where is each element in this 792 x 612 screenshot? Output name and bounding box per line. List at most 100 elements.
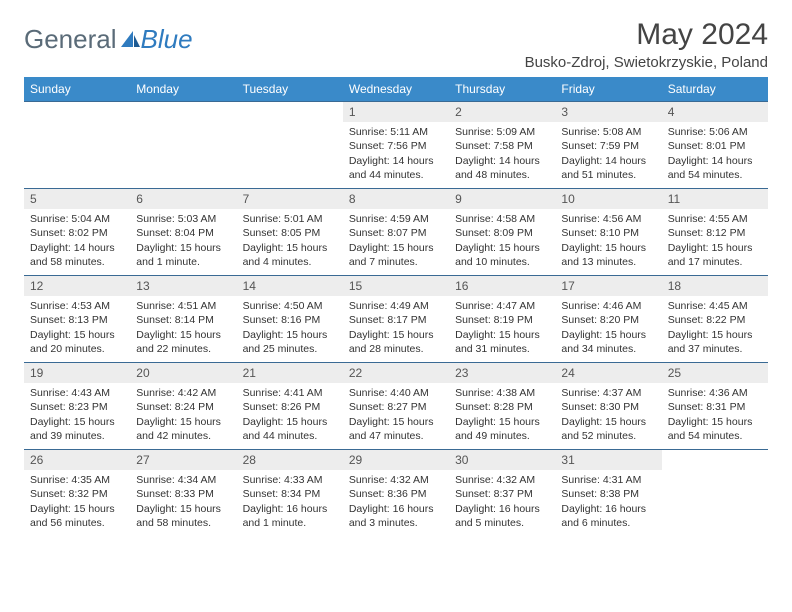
sunrise-text: Sunrise: 4:50 AM <box>243 299 337 313</box>
day-number: 2 <box>449 102 555 122</box>
daylight-text: Daylight: 16 hours and 6 minutes. <box>561 502 655 530</box>
day-details: Sunrise: 4:41 AMSunset: 8:26 PMDaylight:… <box>237 383 343 447</box>
day-cell: 13Sunrise: 4:51 AMSunset: 8:14 PMDayligh… <box>130 276 236 362</box>
day-details: Sunrise: 4:47 AMSunset: 8:19 PMDaylight:… <box>449 296 555 360</box>
daylight-text: Daylight: 15 hours and 28 minutes. <box>349 328 443 356</box>
sunrise-text: Sunrise: 4:41 AM <box>243 386 337 400</box>
day-number: 30 <box>449 450 555 470</box>
daylight-text: Daylight: 15 hours and 39 minutes. <box>30 415 124 443</box>
sunrise-text: Sunrise: 4:33 AM <box>243 473 337 487</box>
daylight-text: Daylight: 15 hours and 31 minutes. <box>455 328 549 356</box>
day-details: Sunrise: 4:51 AMSunset: 8:14 PMDaylight:… <box>130 296 236 360</box>
sunset-text: Sunset: 7:59 PM <box>561 139 655 153</box>
daylight-text: Daylight: 15 hours and 42 minutes. <box>136 415 230 443</box>
day-details: Sunrise: 4:33 AMSunset: 8:34 PMDaylight:… <box>237 470 343 534</box>
day-details: Sunrise: 4:50 AMSunset: 8:16 PMDaylight:… <box>237 296 343 360</box>
day-number: 8 <box>343 189 449 209</box>
day-cell: 26Sunrise: 4:35 AMSunset: 8:32 PMDayligh… <box>24 450 130 536</box>
month-title: May 2024 <box>525 18 768 52</box>
daylight-text: Daylight: 15 hours and 1 minute. <box>136 241 230 269</box>
day-details: Sunrise: 4:32 AMSunset: 8:36 PMDaylight:… <box>343 470 449 534</box>
sunset-text: Sunset: 8:34 PM <box>243 487 337 501</box>
day-details: Sunrise: 5:04 AMSunset: 8:02 PMDaylight:… <box>24 209 130 273</box>
sunset-text: Sunset: 8:09 PM <box>455 226 549 240</box>
day-details: Sunrise: 5:03 AMSunset: 8:04 PMDaylight:… <box>130 209 236 273</box>
daylight-text: Daylight: 15 hours and 25 minutes. <box>243 328 337 356</box>
day-cell: 2Sunrise: 5:09 AMSunset: 7:58 PMDaylight… <box>449 102 555 188</box>
daylight-text: Daylight: 16 hours and 1 minute. <box>243 502 337 530</box>
weekday-header: Thursday <box>449 77 555 101</box>
day-details: Sunrise: 4:53 AMSunset: 8:13 PMDaylight:… <box>24 296 130 360</box>
day-cell: 12Sunrise: 4:53 AMSunset: 8:13 PMDayligh… <box>24 276 130 362</box>
day-number: 13 <box>130 276 236 296</box>
sunset-text: Sunset: 8:10 PM <box>561 226 655 240</box>
day-number: 5 <box>24 189 130 209</box>
sunset-text: Sunset: 8:37 PM <box>455 487 549 501</box>
day-cell: 18Sunrise: 4:45 AMSunset: 8:22 PMDayligh… <box>662 276 768 362</box>
day-cell: 8Sunrise: 4:59 AMSunset: 8:07 PMDaylight… <box>343 189 449 275</box>
day-details: Sunrise: 5:01 AMSunset: 8:05 PMDaylight:… <box>237 209 343 273</box>
day-cell: 30Sunrise: 4:32 AMSunset: 8:37 PMDayligh… <box>449 450 555 536</box>
weekday-header-row: Sunday Monday Tuesday Wednesday Thursday… <box>24 77 768 101</box>
day-cell: 19Sunrise: 4:43 AMSunset: 8:23 PMDayligh… <box>24 363 130 449</box>
day-details: Sunrise: 5:06 AMSunset: 8:01 PMDaylight:… <box>662 122 768 186</box>
sunset-text: Sunset: 7:58 PM <box>455 139 549 153</box>
day-number <box>24 102 130 120</box>
day-cell: 1Sunrise: 5:11 AMSunset: 7:56 PMDaylight… <box>343 102 449 188</box>
sunset-text: Sunset: 8:24 PM <box>136 400 230 414</box>
daylight-text: Daylight: 15 hours and 10 minutes. <box>455 241 549 269</box>
day-number: 28 <box>237 450 343 470</box>
week-row: 12Sunrise: 4:53 AMSunset: 8:13 PMDayligh… <box>24 275 768 362</box>
day-details: Sunrise: 4:36 AMSunset: 8:31 PMDaylight:… <box>662 383 768 447</box>
day-number <box>662 450 768 468</box>
daylight-text: Daylight: 14 hours and 58 minutes. <box>30 241 124 269</box>
day-number: 18 <box>662 276 768 296</box>
daylight-text: Daylight: 15 hours and 49 minutes. <box>455 415 549 443</box>
brand-logo: General Blue <box>24 18 193 55</box>
day-details: Sunrise: 4:37 AMSunset: 8:30 PMDaylight:… <box>555 383 661 447</box>
week-row: 26Sunrise: 4:35 AMSunset: 8:32 PMDayligh… <box>24 449 768 536</box>
sunrise-text: Sunrise: 5:03 AM <box>136 212 230 226</box>
day-details: Sunrise: 4:32 AMSunset: 8:37 PMDaylight:… <box>449 470 555 534</box>
daylight-text: Daylight: 15 hours and 7 minutes. <box>349 241 443 269</box>
sunset-text: Sunset: 8:27 PM <box>349 400 443 414</box>
day-number: 16 <box>449 276 555 296</box>
daylight-text: Daylight: 15 hours and 47 minutes. <box>349 415 443 443</box>
day-details: Sunrise: 4:55 AMSunset: 8:12 PMDaylight:… <box>662 209 768 273</box>
day-cell <box>130 102 236 188</box>
title-block: May 2024 Busko-Zdroj, Swietokrzyskie, Po… <box>525 18 768 71</box>
day-details: Sunrise: 5:09 AMSunset: 7:58 PMDaylight:… <box>449 122 555 186</box>
daylight-text: Daylight: 15 hours and 4 minutes. <box>243 241 337 269</box>
sunrise-text: Sunrise: 4:46 AM <box>561 299 655 313</box>
daylight-text: Daylight: 15 hours and 44 minutes. <box>243 415 337 443</box>
day-number: 21 <box>237 363 343 383</box>
day-details: Sunrise: 4:58 AMSunset: 8:09 PMDaylight:… <box>449 209 555 273</box>
sunset-text: Sunset: 8:38 PM <box>561 487 655 501</box>
daylight-text: Daylight: 15 hours and 20 minutes. <box>30 328 124 356</box>
day-number: 27 <box>130 450 236 470</box>
sunset-text: Sunset: 8:14 PM <box>136 313 230 327</box>
day-number: 3 <box>555 102 661 122</box>
sunrise-text: Sunrise: 4:43 AM <box>30 386 124 400</box>
sunrise-text: Sunrise: 4:47 AM <box>455 299 549 313</box>
sunset-text: Sunset: 8:33 PM <box>136 487 230 501</box>
sunset-text: Sunset: 8:32 PM <box>30 487 124 501</box>
day-number: 14 <box>237 276 343 296</box>
daylight-text: Daylight: 14 hours and 48 minutes. <box>455 154 549 182</box>
day-details: Sunrise: 4:49 AMSunset: 8:17 PMDaylight:… <box>343 296 449 360</box>
sunset-text: Sunset: 8:30 PM <box>561 400 655 414</box>
day-cell: 27Sunrise: 4:34 AMSunset: 8:33 PMDayligh… <box>130 450 236 536</box>
calendar: Sunday Monday Tuesday Wednesday Thursday… <box>24 77 768 536</box>
day-number: 23 <box>449 363 555 383</box>
daylight-text: Daylight: 15 hours and 56 minutes. <box>30 502 124 530</box>
sunset-text: Sunset: 8:04 PM <box>136 226 230 240</box>
week-row: 5Sunrise: 5:04 AMSunset: 8:02 PMDaylight… <box>24 188 768 275</box>
day-details: Sunrise: 4:56 AMSunset: 8:10 PMDaylight:… <box>555 209 661 273</box>
weekday-header: Wednesday <box>343 77 449 101</box>
sunset-text: Sunset: 8:19 PM <box>455 313 549 327</box>
day-cell: 11Sunrise: 4:55 AMSunset: 8:12 PMDayligh… <box>662 189 768 275</box>
daylight-text: Daylight: 15 hours and 52 minutes. <box>561 415 655 443</box>
daylight-text: Daylight: 15 hours and 17 minutes. <box>668 241 762 269</box>
sunset-text: Sunset: 8:01 PM <box>668 139 762 153</box>
day-cell: 14Sunrise: 4:50 AMSunset: 8:16 PMDayligh… <box>237 276 343 362</box>
